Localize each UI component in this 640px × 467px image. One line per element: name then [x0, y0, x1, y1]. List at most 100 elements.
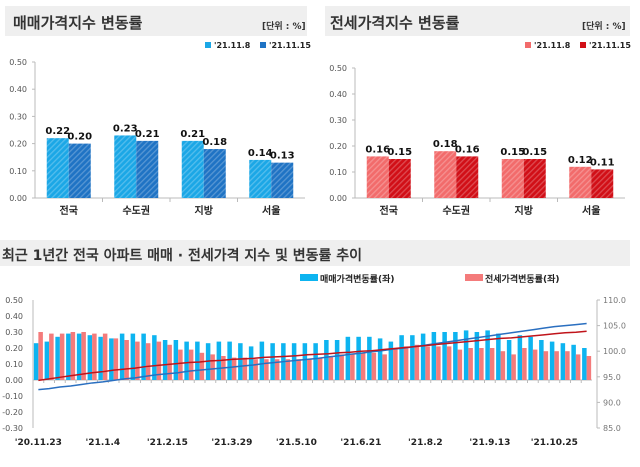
- data-label: 0.23: [113, 123, 138, 134]
- sale-rate-bar: [195, 341, 200, 380]
- jeonse-rate-bar: [479, 348, 484, 380]
- legend-swatch: [580, 42, 586, 48]
- jeonse-rate-bar: [38, 332, 43, 380]
- jeonse-rate-bar: [414, 344, 420, 380]
- sale-rate-bar: [141, 333, 146, 380]
- legend-label: '21.11.15: [269, 41, 311, 50]
- jeonse-rate-bar: [242, 357, 248, 380]
- jeonse-chart-title: 전세가격지수 변동률: [330, 14, 460, 32]
- sale-rate-bar: [463, 330, 469, 380]
- legend-label: '21.11.8: [214, 41, 251, 50]
- bar: [523, 159, 546, 198]
- data-label: 0.21: [135, 129, 160, 140]
- jeonse-rate-bar: [468, 348, 473, 380]
- sale-rate-bar: [334, 340, 340, 380]
- data-label: 0.11: [590, 157, 615, 168]
- jeonse-rate-bar: [575, 354, 581, 380]
- bar: [388, 159, 411, 198]
- bar: [136, 140, 159, 198]
- jeonse-unit: [단위 : %]: [582, 22, 626, 32]
- legend-label: 매매가격변동률(좌): [320, 273, 394, 285]
- jeonse-rate-bar: [328, 356, 334, 380]
- category-label: 지방: [515, 204, 534, 217]
- category-label: 전국: [60, 204, 78, 217]
- y-tick-label: 0.20: [9, 140, 27, 149]
- category-label: 지방: [195, 204, 214, 217]
- jeonse-rate-bar: [382, 354, 387, 380]
- sale-rate-bar: [248, 346, 254, 380]
- y2-tick-label: 90.0: [603, 398, 621, 407]
- sale-rate-bar: [55, 336, 60, 380]
- jeonse-rate-bar: [393, 348, 398, 380]
- bar: [46, 138, 69, 198]
- bar: [181, 140, 204, 198]
- y-tick-label: -0.10: [2, 392, 23, 401]
- bar: [501, 159, 524, 198]
- jeonse-rate-bar: [586, 356, 592, 380]
- sale-rate-bar: [474, 332, 480, 380]
- jeonse-rate-bar: [296, 359, 301, 380]
- sale-rate-bar: [227, 341, 232, 380]
- category-label: 전국: [380, 204, 398, 217]
- sale-rate-bar: [98, 336, 103, 380]
- sale-rate-bar: [130, 333, 136, 380]
- jeonse-rate-bar: [231, 357, 237, 380]
- jeonse-rate-bar: [49, 333, 54, 380]
- sale-rate-bar: [76, 333, 82, 380]
- jeonse-rate-bar: [188, 349, 194, 380]
- y-tick-label: 0.10: [329, 168, 347, 177]
- y-tick-label: 0.50: [9, 58, 27, 67]
- jeonse-rate-bar: [554, 351, 559, 380]
- y2-tick-label: 95.0: [603, 373, 621, 382]
- x-tick-label: '21.6.21: [340, 438, 381, 448]
- jeonse-rate-bar: [167, 344, 172, 380]
- sale-rate-bar: [399, 335, 404, 380]
- sale-rate-bar: [109, 338, 114, 380]
- jeonse-rate-bar: [156, 341, 162, 380]
- trend-chart-title: 최근 1년간 전국 아파트 매매 · 전세가격 지수 및 변동률 추이: [2, 248, 363, 264]
- sale-rate-bar: [388, 341, 394, 380]
- y-tick-label: 0.30: [329, 116, 347, 125]
- sale-rate-bar: [173, 340, 179, 380]
- sale-rate-bar: [66, 333, 71, 380]
- bar: [114, 135, 137, 198]
- jeonse-rate-bar: [199, 352, 205, 380]
- x-tick-label: '21.5.10: [276, 438, 317, 448]
- sale-rate-bar: [453, 332, 458, 380]
- jeonse-rate-bar: [145, 343, 151, 380]
- sale-rate-bar: [356, 336, 361, 380]
- x-tick-label: '21.10.25: [531, 438, 578, 448]
- jeonse-rate-bar: [317, 357, 323, 380]
- x-tick-label: '20.11.23: [15, 438, 62, 448]
- sale-rate-bar: [345, 336, 351, 380]
- jeonse-rate-bar: [403, 346, 409, 380]
- jeonse-rate-bar: [350, 354, 355, 380]
- jeonse-index-line: [38, 330, 587, 382]
- sale-rate-bar: [184, 341, 189, 380]
- jeonse-rate-bar: [360, 352, 366, 380]
- sale-rate-bar: [119, 333, 125, 380]
- sale-rate-bar: [367, 336, 372, 380]
- jeonse-rate-bar: [543, 351, 549, 380]
- y-tick-label: 0.00: [5, 376, 23, 385]
- jeonse-rate-bar: [124, 340, 129, 380]
- y-tick-label: 0.00: [9, 194, 27, 203]
- sale-rate-bar: [270, 343, 275, 380]
- bar: [203, 149, 226, 198]
- data-label: 0.22: [45, 126, 70, 137]
- sale-rate-bar: [582, 348, 587, 380]
- x-tick-label: '21.2.15: [147, 438, 188, 448]
- jeonse-rate-bar: [59, 333, 65, 380]
- sale-rate-bar: [560, 343, 566, 380]
- y-tick-label: 0.50: [329, 64, 347, 73]
- y-tick-label: 0.40: [9, 85, 27, 94]
- category-label: 수도권: [442, 205, 470, 217]
- category-label: 서울: [262, 204, 280, 217]
- sale-rate-bar: [238, 343, 243, 380]
- sale-rate-bar: [571, 344, 576, 380]
- y-tick-label: 0.10: [5, 360, 23, 369]
- sale-rate-bar: [291, 343, 297, 380]
- jeonse-rate-bar: [253, 359, 258, 380]
- jeonse-rate-bar: [446, 346, 452, 380]
